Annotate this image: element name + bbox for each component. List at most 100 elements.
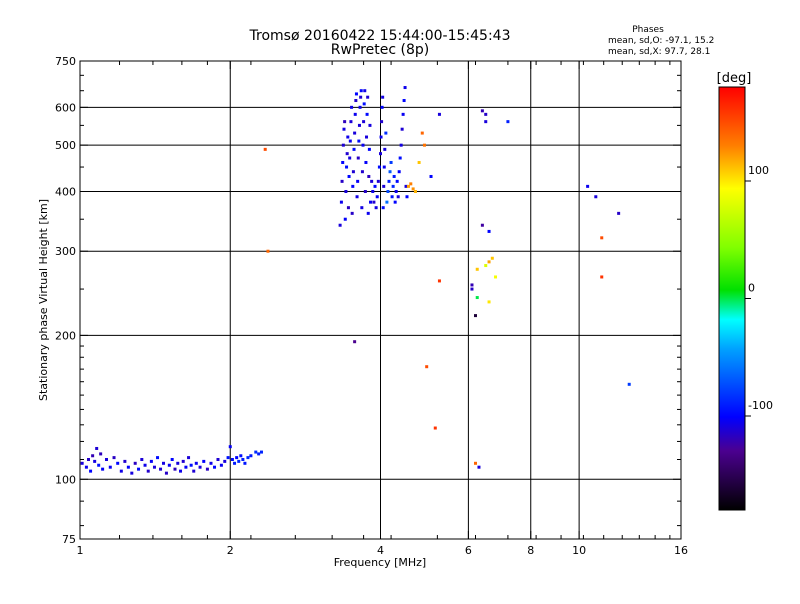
stats-heading: Phases bbox=[632, 25, 664, 35]
echo-point bbox=[470, 287, 474, 291]
echo-point bbox=[484, 264, 488, 268]
y-tick-label: 400 bbox=[55, 185, 76, 198]
y-tick-label: 100 bbox=[55, 473, 76, 486]
echo-point bbox=[340, 179, 344, 183]
echo-point bbox=[343, 217, 347, 221]
echo-point bbox=[353, 340, 357, 344]
x-tick-label: 16 bbox=[674, 544, 688, 557]
echo-point bbox=[360, 170, 364, 174]
echo-point bbox=[420, 131, 424, 135]
x-tick-label: 1 bbox=[77, 544, 84, 557]
echo-point bbox=[398, 156, 402, 160]
echo-point bbox=[198, 465, 202, 469]
echo-point bbox=[341, 160, 345, 164]
echo-point bbox=[351, 170, 355, 174]
echo-point bbox=[228, 445, 232, 449]
echo-point bbox=[366, 95, 370, 99]
echo-point bbox=[392, 174, 396, 178]
stats-o-line: mean, sd,O: -97.1, 15.2 bbox=[608, 36, 714, 46]
echo-point bbox=[350, 105, 354, 109]
echo-point bbox=[216, 457, 220, 461]
echo-point bbox=[176, 461, 180, 465]
echo-point bbox=[170, 457, 174, 461]
colorbar-label: [deg] bbox=[717, 71, 752, 86]
echo-point bbox=[480, 223, 484, 227]
echo-point bbox=[342, 127, 346, 131]
echo-point bbox=[397, 170, 401, 174]
echo-point bbox=[357, 123, 361, 127]
echo-point bbox=[374, 206, 378, 210]
echo-point bbox=[213, 465, 217, 469]
echo-point bbox=[146, 469, 150, 473]
echo-point bbox=[202, 459, 206, 463]
echo-point bbox=[369, 200, 373, 204]
echo-point bbox=[379, 152, 382, 156]
echo-point bbox=[484, 120, 488, 124]
echo-point bbox=[377, 165, 381, 169]
echo-point bbox=[359, 95, 363, 99]
echo-point bbox=[159, 467, 163, 471]
chart-subtitle: RwPretec (8p) bbox=[331, 42, 429, 58]
colorbar-tick-label: 100 bbox=[748, 164, 769, 177]
y-tick-label: 750 bbox=[55, 55, 76, 68]
x-tick-label: 4 bbox=[377, 544, 384, 557]
echo-point bbox=[375, 195, 379, 199]
echo-point bbox=[413, 189, 417, 193]
echo-point bbox=[233, 461, 237, 465]
echo-point bbox=[586, 184, 590, 188]
echo-point bbox=[594, 195, 598, 199]
echo-point bbox=[396, 195, 400, 199]
echo-point bbox=[484, 112, 488, 116]
echo-point bbox=[473, 314, 477, 318]
echo-point bbox=[257, 452, 261, 456]
colorbar-gradient bbox=[718, 86, 746, 511]
echo-point bbox=[363, 189, 367, 193]
echo-point bbox=[402, 99, 406, 103]
echo-point bbox=[382, 165, 386, 169]
echo-point bbox=[80, 461, 84, 465]
echo-point bbox=[95, 446, 99, 450]
echo-point bbox=[351, 184, 355, 188]
colorbar-tick-label: -100 bbox=[748, 399, 773, 412]
echo-point bbox=[368, 123, 372, 127]
echo-point bbox=[475, 267, 479, 271]
colorbar: [deg] 100 0 -100 bbox=[717, 71, 773, 511]
echo-point bbox=[363, 89, 367, 93]
echo-point bbox=[365, 112, 369, 116]
echo-point bbox=[143, 463, 147, 467]
echo-point bbox=[348, 156, 352, 160]
echo-point bbox=[385, 200, 389, 204]
echo-point bbox=[490, 256, 494, 260]
echo-point bbox=[192, 469, 196, 473]
echo-point bbox=[373, 184, 377, 188]
y-tick-label: 200 bbox=[55, 329, 76, 342]
echo-point bbox=[223, 459, 227, 463]
x-axis-label: Frequency [MHz] bbox=[334, 556, 426, 569]
y-tick-label: 600 bbox=[55, 101, 76, 114]
stats-x-line: mean, sd,X: 97.7, 28.1 bbox=[608, 47, 710, 57]
echo-point bbox=[399, 143, 403, 147]
echo-point bbox=[367, 174, 371, 178]
echo-point bbox=[487, 300, 491, 304]
echo-point bbox=[254, 450, 258, 454]
echo-point bbox=[119, 469, 123, 473]
echo-point bbox=[194, 461, 198, 465]
echo-point bbox=[133, 461, 137, 465]
echo-point bbox=[425, 365, 429, 369]
echo-point bbox=[173, 467, 177, 471]
echo-point bbox=[347, 174, 351, 178]
echo-point bbox=[362, 120, 366, 124]
echo-point bbox=[167, 463, 171, 467]
echo-point bbox=[362, 102, 366, 106]
echo-point bbox=[230, 457, 234, 461]
echo-point bbox=[341, 143, 345, 147]
echo-point bbox=[470, 283, 474, 287]
echo-point bbox=[263, 147, 267, 151]
echo-point bbox=[390, 195, 394, 199]
echo-point bbox=[477, 465, 481, 469]
echo-point bbox=[383, 147, 387, 151]
echo-point bbox=[130, 471, 134, 475]
echo-point bbox=[429, 174, 433, 178]
echo-point bbox=[600, 236, 604, 240]
